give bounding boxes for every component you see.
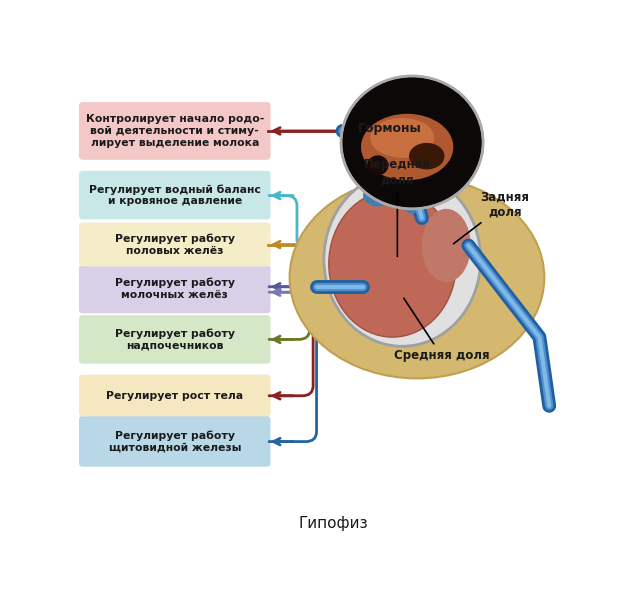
Ellipse shape [329, 190, 456, 337]
FancyBboxPatch shape [79, 315, 270, 364]
FancyBboxPatch shape [79, 102, 270, 160]
Circle shape [341, 76, 483, 209]
Ellipse shape [367, 155, 389, 176]
Text: Гипофиз: Гипофиз [299, 516, 368, 531]
FancyBboxPatch shape [79, 223, 270, 267]
Text: Регулирует работу
щитовидной железы: Регулирует работу щитовидной железы [109, 430, 241, 452]
Ellipse shape [324, 172, 481, 346]
Text: Регулирует работу
молочных желёз: Регулирует работу молочных желёз [115, 278, 234, 300]
Text: Задняя
доля: Задняя доля [453, 190, 530, 244]
Ellipse shape [289, 177, 544, 378]
Ellipse shape [370, 118, 434, 158]
Text: Средняя доля: Средняя доля [394, 298, 489, 362]
FancyBboxPatch shape [79, 416, 270, 467]
Text: Гормоны: Гормоны [358, 122, 422, 135]
Text: Передняя
доля: Передняя доля [364, 158, 431, 256]
FancyBboxPatch shape [79, 375, 270, 416]
Ellipse shape [363, 184, 392, 206]
Text: Регулирует рост тела: Регулирует рост тела [106, 390, 243, 400]
Text: Регулирует водный баланс
и кровяное давление: Регулирует водный баланс и кровяное давл… [89, 184, 260, 206]
Text: Регулирует работу
надпочечников: Регулирует работу надпочечников [115, 328, 234, 350]
FancyBboxPatch shape [79, 171, 270, 220]
FancyBboxPatch shape [79, 265, 270, 314]
Ellipse shape [361, 114, 453, 180]
Ellipse shape [403, 195, 422, 214]
Ellipse shape [422, 209, 471, 282]
Text: Контролирует начало родо-
вой деятельности и стиму-
лирует выделение молока: Контролирует начало родо- вой деятельнос… [85, 114, 264, 148]
Text: Регулирует работу
половых желёз: Регулирует работу половых желёз [115, 233, 234, 256]
Ellipse shape [409, 143, 444, 170]
